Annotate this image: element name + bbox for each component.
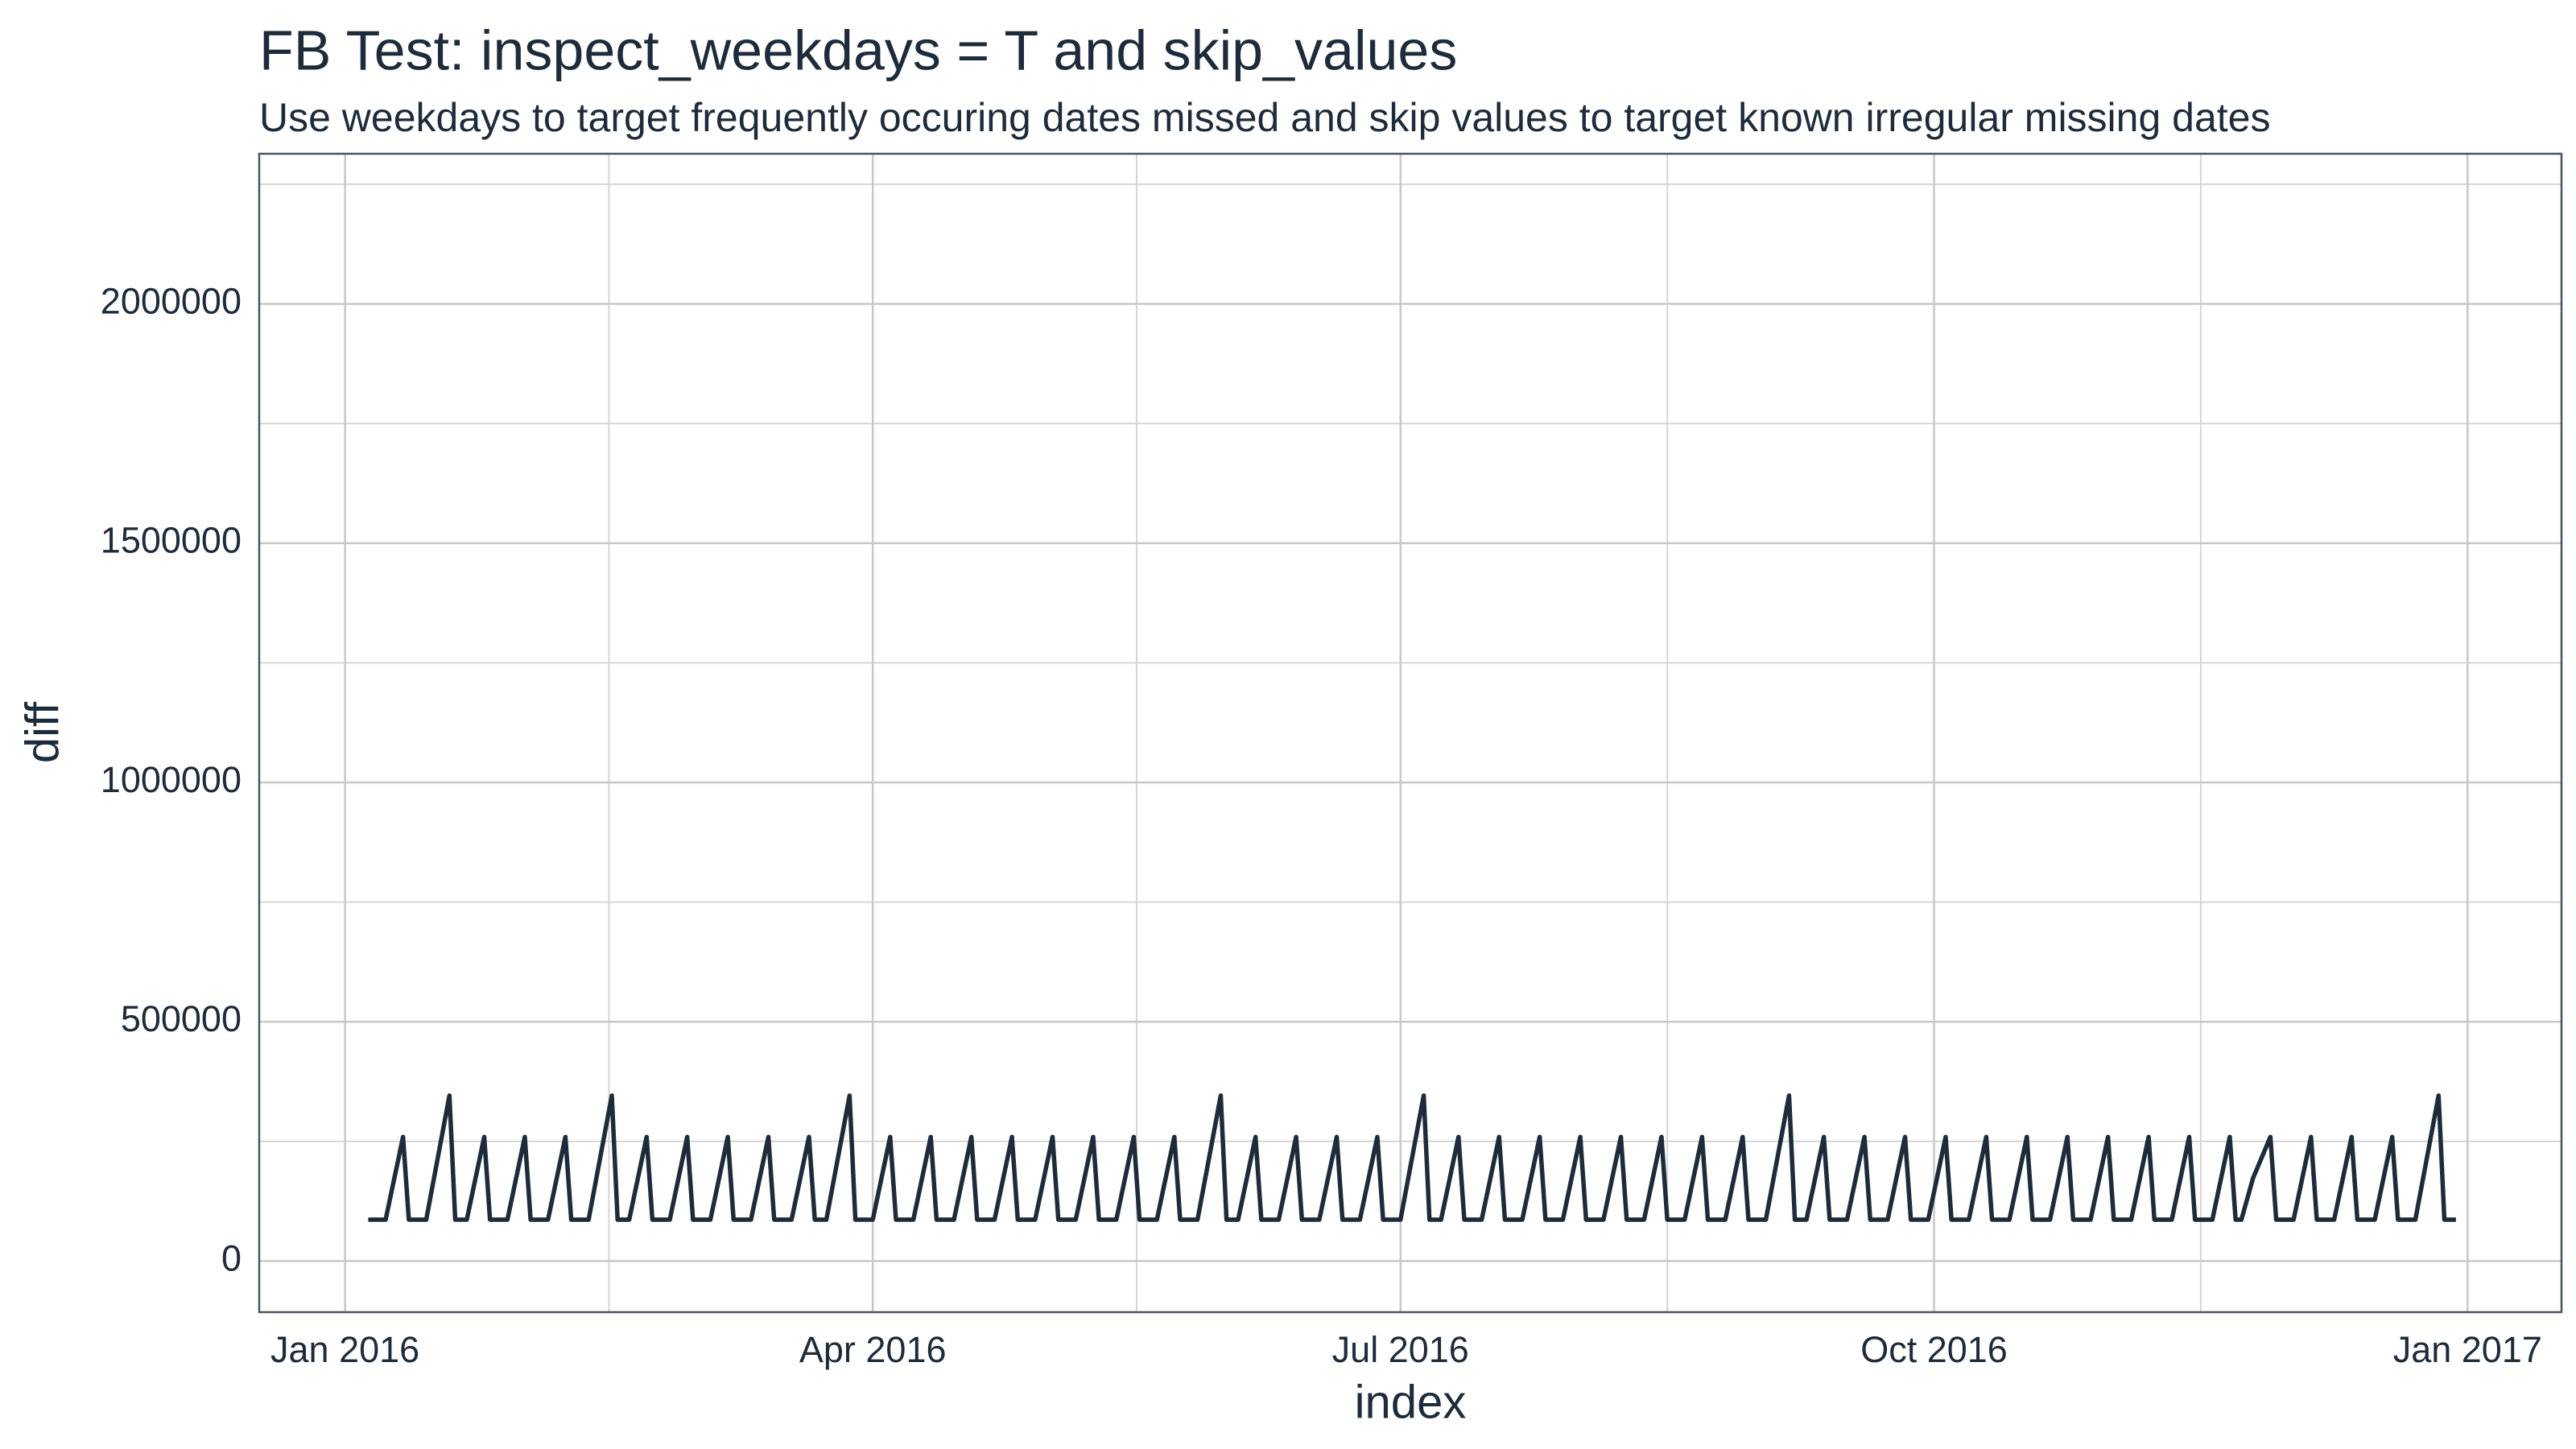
x-tick-label: Apr 2016 [799, 1329, 947, 1370]
chart-subtitle: Use weekdays to target frequently occuri… [259, 95, 2271, 140]
plot-border [258, 152, 2563, 1314]
chart-title: FB Test: inspect_weekdays = T and skip_v… [259, 19, 1457, 81]
x-tick-label: Jan 2017 [2393, 1329, 2542, 1370]
y-axis-title: diff [16, 701, 68, 763]
y-tick-label: 2000000 [101, 280, 242, 321]
x-tick-label: Jul 2016 [1332, 1329, 1469, 1370]
x-tick-label: Oct 2016 [1860, 1329, 2008, 1370]
x-tick-label: Jan 2016 [270, 1329, 419, 1370]
y-tick-label: 500000 [121, 998, 242, 1039]
y-tick-label: 0 [221, 1237, 242, 1278]
y-tick-label: 1500000 [101, 520, 242, 561]
y-tick-label: 1000000 [101, 759, 242, 800]
x-axis-title: index [1355, 1376, 1467, 1428]
data-line [368, 1093, 2456, 1222]
